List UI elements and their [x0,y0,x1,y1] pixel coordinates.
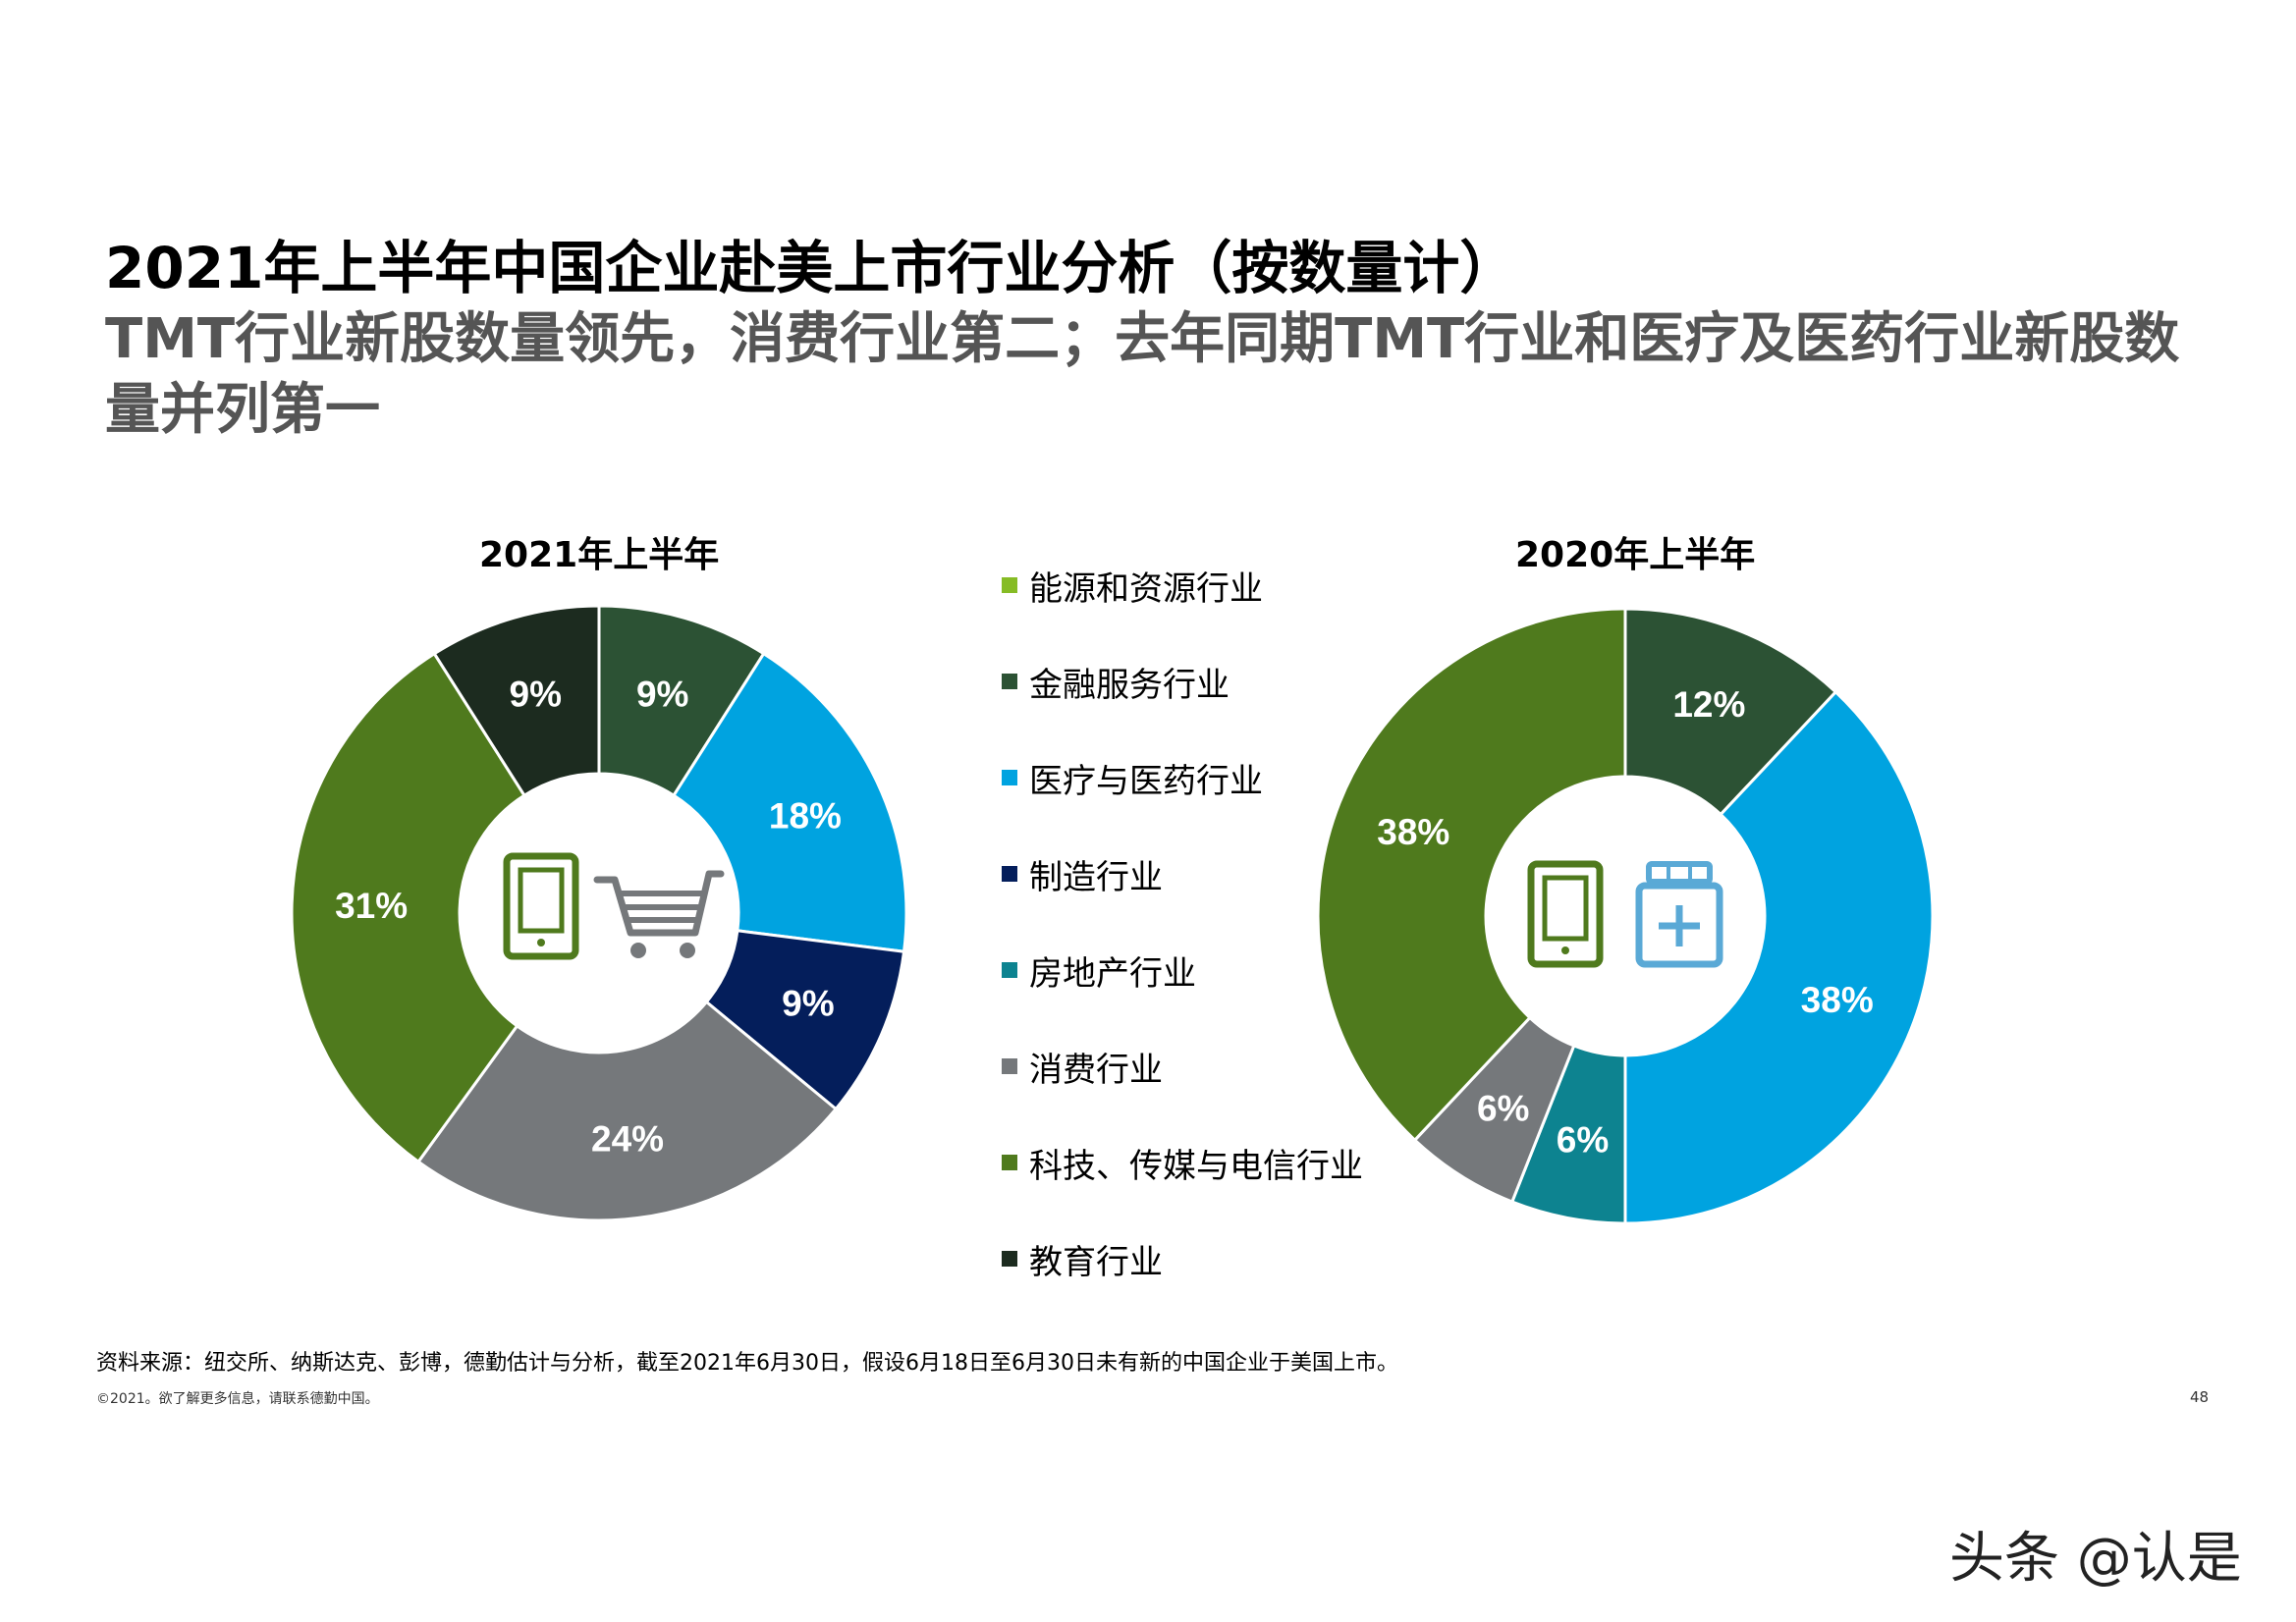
donut-chart-2020: 12% 38% 6% 6% 38% [1316,607,1935,1225]
watermark: 头条 @认是 [1949,1527,2242,1591]
medicine-bottle-icon [1635,861,1723,968]
slice-value-label: 38% [1801,980,1874,1020]
legend-label: 科技、传媒与电信行业 [1029,1146,1363,1186]
slice-value-label: 6% [1557,1119,1609,1160]
legend-label: 能源和资源行业 [1029,568,1263,609]
donut-hole [1486,777,1765,1055]
slice-value-label: 9% [510,675,562,715]
legend-item: 消费行业 [1002,1047,1163,1090]
slice-value-label: 18% [769,796,842,837]
legend-swatch [1002,1155,1017,1170]
legend-item: 科技、传媒与电信行业 [1002,1143,1363,1186]
slice-value-label: 24% [591,1119,664,1160]
legend-item: 医疗与医药行业 [1002,758,1263,801]
slice-value-label: 9% [636,675,688,715]
legend-swatch [1002,770,1017,785]
slice-value-label: 38% [1377,812,1449,852]
copyright-note: ©2021。欲了解更多信息，请联系德勤中国。 [96,1391,379,1407]
page-number: 48 [2190,1388,2210,1406]
legend-item: 教育行业 [1002,1239,1163,1282]
legend-item: 能源和资源行业 [1002,566,1263,609]
slice-value-label: 12% [1672,684,1745,725]
center-icons-2021 [503,852,725,960]
slice-value-label: 31% [335,886,408,926]
legend-swatch [1002,1251,1017,1267]
legend-label: 教育行业 [1029,1242,1163,1282]
donut-hole [460,774,738,1053]
legend-swatch [1002,577,1017,593]
chart-title-2021: 2021年上半年 [479,535,720,575]
page-subtitle: TMT行业新股数量领先，消费行业第二；去年同期TMT行业和医疗及医药行业新股数量… [105,307,2180,442]
legend-swatch [1002,866,1017,882]
legend-label: 医疗与医药行业 [1029,761,1263,801]
legend-swatch [1002,962,1017,978]
legend-item: 金融服务行业 [1002,662,1230,705]
legend-swatch [1002,674,1017,689]
legend-label: 房地产行业 [1029,953,1196,994]
legend-swatch [1002,1058,1017,1074]
legend-item: 房地产行业 [1002,950,1196,994]
slice-value-label: 6% [1477,1088,1529,1128]
legend-item: 制造行业 [1002,854,1163,897]
chart-title-2020: 2020年上半年 [1515,535,1756,575]
tablet-icon [503,852,579,960]
center-icons-2020 [1527,860,1723,968]
legend-label: 消费行业 [1029,1050,1163,1090]
source-note: 资料来源：纽交所、纳斯达克、彭博，德勤估计与分析，截至2021年6月30日，假设… [96,1351,1398,1376]
slice-value-label: 9% [782,984,834,1024]
shopping-cart-icon [593,870,725,958]
donut-chart-2021: 9% 18% 9% 24% 31% 9% [290,604,908,1222]
legend-label: 制造行业 [1029,857,1163,897]
page-title: 2021年上半年中国企业赴美上市行业分析（按数量计） [105,235,1517,301]
tablet-icon [1527,860,1604,968]
legend-label: 金融服务行业 [1029,665,1230,705]
